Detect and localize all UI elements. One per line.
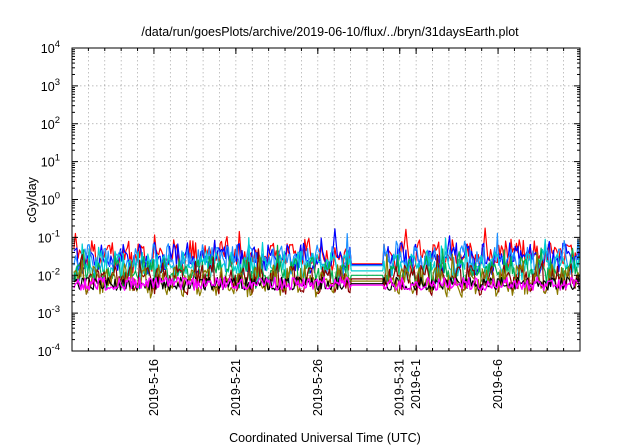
y-tick-label: 100 <box>41 191 60 208</box>
x-axis-label: Coordinated Universal Time (UTC) <box>229 431 421 445</box>
series-line-1 <box>73 227 580 274</box>
chart-title: /data/run/goesPlots/archive/2019-06-10/f… <box>141 25 519 39</box>
y-tick-label: 10-2 <box>38 266 60 283</box>
y-tick-label: 103 <box>41 77 60 94</box>
y-tick-label: 10-1 <box>38 228 60 245</box>
y-tick-label: 10-3 <box>38 304 60 321</box>
x-tick-label: 2019-6-1 <box>409 359 423 409</box>
x-tick-label: 2019-5-16 <box>147 359 161 416</box>
series-group <box>73 227 580 299</box>
y-tick-label: 10-4 <box>38 342 60 359</box>
x-tick-label: 2019-5-26 <box>311 359 325 416</box>
series-line-8 <box>73 276 580 291</box>
y-tick-label: 104 <box>41 39 60 56</box>
series-line-9 <box>73 276 580 291</box>
x-tick-label: 2019-5-31 <box>393 359 407 416</box>
x-tick-label: 2019-6-6 <box>491 359 505 409</box>
axes: 10-4 10-3 10-2 10-1 100 101 102 103 104 2019-5-16… <box>38 39 580 416</box>
grid <box>72 48 580 351</box>
y-tick-label: 102 <box>41 115 60 132</box>
y-axis-label: cGy/day <box>25 176 39 223</box>
y-tick-label: 101 <box>41 153 60 170</box>
x-tick-label: 2019-5-21 <box>229 359 243 416</box>
